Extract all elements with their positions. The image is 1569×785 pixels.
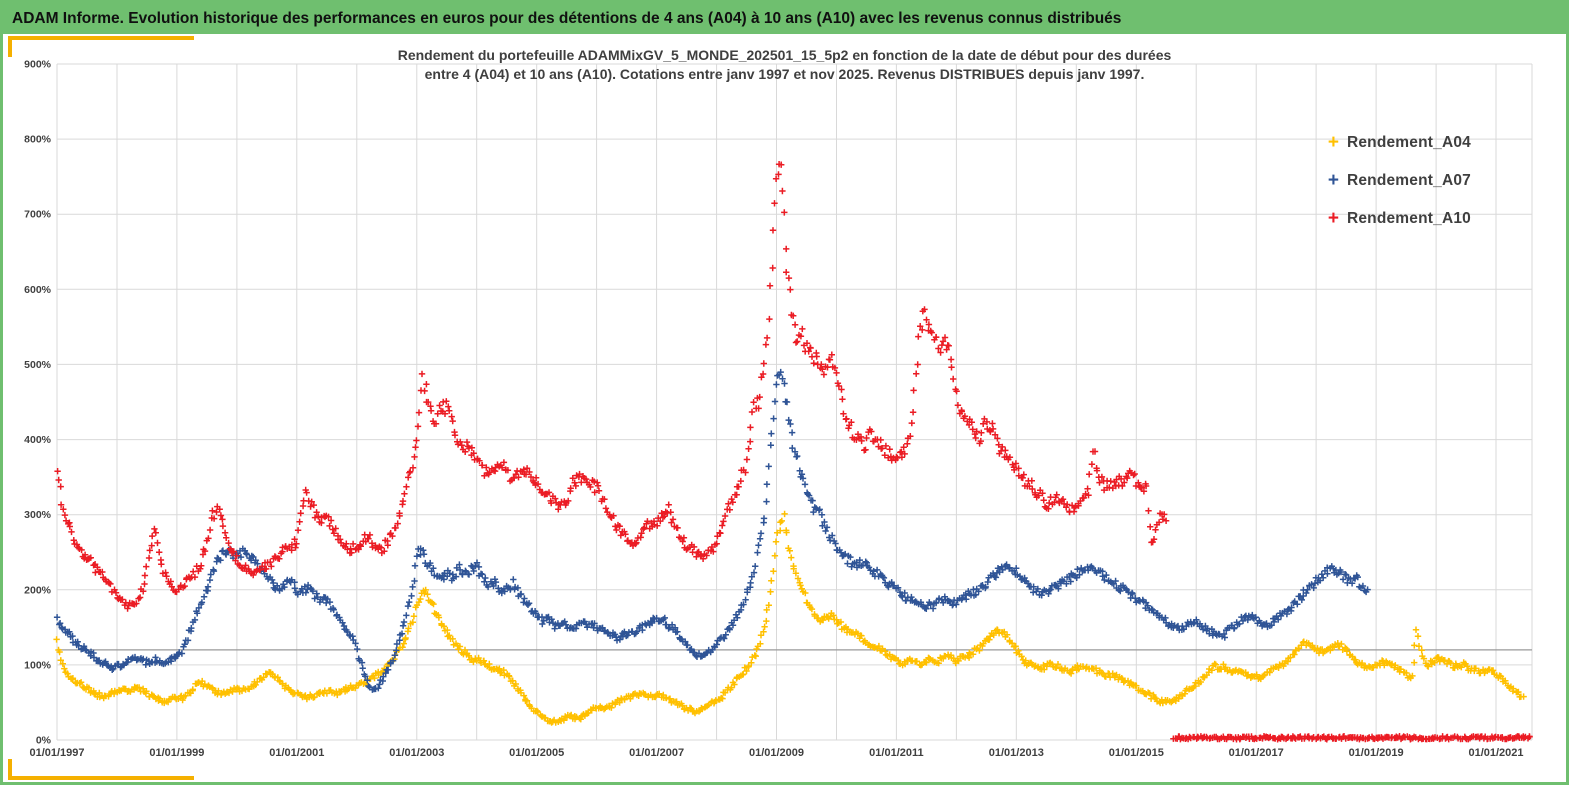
y-tick-label: 300% — [24, 509, 52, 521]
legend-label-a07: Rendement_A07 — [1346, 172, 1471, 189]
accent-line — [8, 36, 194, 40]
x-tick-label: 01/01/1997 — [29, 747, 84, 759]
x-tick-label: 01/01/2013 — [989, 747, 1044, 759]
x-tick-label: 01/01/1999 — [149, 747, 204, 759]
accent-line — [8, 759, 12, 780]
y-tick-label: 200% — [24, 584, 52, 596]
accent-line — [8, 776, 194, 780]
legend-label-a10: Rendement_A10 — [1346, 210, 1471, 227]
header-banner: ADAM Informe. Evolution historique des p… — [3, 3, 1566, 34]
y-tick-label: 400% — [24, 434, 52, 446]
x-tick-label: 01/01/2007 — [629, 747, 684, 759]
chart-area: 0% 100% 200% 300% 400% 500% 600% 700% 800% 900% 01… — [3, 34, 1566, 782]
header-title: ADAM Informe. Evolution historique des p… — [12, 10, 1122, 27]
chart-canvas: 0% 100% 200% 300% 400% 500% 600% 700% 800% 900% 01… — [24, 59, 1533, 759]
x-tick-label: 01/01/2015 — [1109, 747, 1164, 759]
x-tick-label: 01/01/2009 — [749, 747, 804, 759]
accent-line — [8, 36, 12, 57]
chart-legend: + Rendement_A04 + Rendement_A07 + Rendem… — [1327, 132, 1471, 229]
y-tick-label: 0% — [36, 735, 52, 747]
legend-label-a04: Rendement_A04 — [1346, 134, 1471, 151]
x-tick-label: 01/01/2019 — [1349, 747, 1404, 759]
plus-marker-icon: + — [1327, 170, 1339, 191]
y-tick-label: 500% — [24, 359, 52, 371]
y-tick-label: 900% — [24, 59, 52, 71]
gridlines — [56, 63, 1533, 741]
legend-item-a04: + Rendement_A04 — [1327, 132, 1471, 153]
y-tick-label: 700% — [24, 209, 52, 221]
legend-item-a07: + Rendement_A07 — [1327, 170, 1471, 191]
x-tick-label: 01/01/2003 — [389, 747, 444, 759]
x-tick-label: 01/01/2021 — [1468, 747, 1523, 759]
x-tick-label: 01/01/2001 — [269, 747, 324, 759]
plus-marker-icon: + — [1327, 132, 1339, 153]
series-Rendement_A07 — [53, 368, 1371, 693]
y-tick-label: 600% — [24, 284, 52, 296]
plus-marker-icon: + — [1327, 208, 1339, 229]
x-tick-label: 01/01/2005 — [509, 747, 564, 759]
y-tick-label: 100% — [24, 659, 52, 671]
series-Rendement_A10 — [54, 161, 1533, 743]
x-tick-label: 01/01/2017 — [1229, 747, 1284, 759]
x-tick-label: 01/01/2011 — [869, 747, 923, 759]
y-tick-label: 800% — [24, 134, 52, 146]
series-Rendement_A04 — [53, 510, 1527, 726]
legend-item-a10: + Rendement_A10 — [1327, 208, 1471, 229]
